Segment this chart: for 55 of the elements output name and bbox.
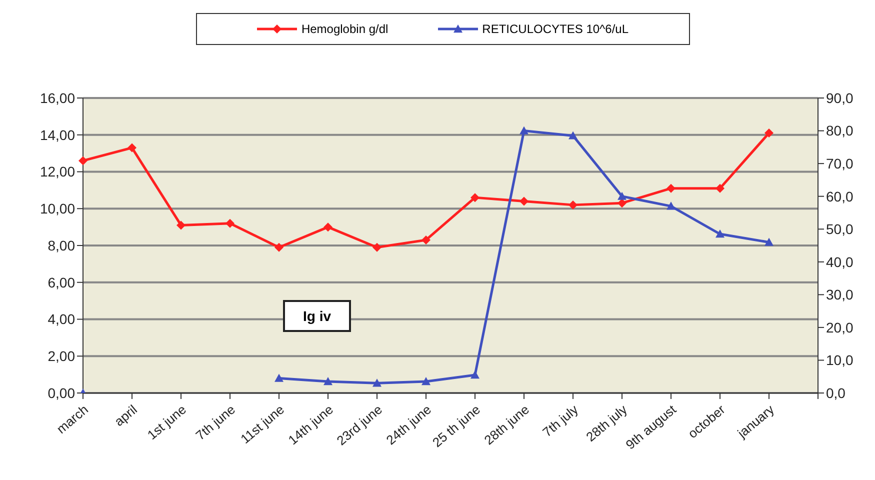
point: [764, 128, 774, 138]
y-tick-label: 14,00: [40, 126, 76, 143]
y2-tick-label: 70,0: [826, 156, 854, 172]
point: [568, 131, 578, 140]
x-tick-label: april: [111, 402, 140, 430]
y-tick-label: 4,00: [48, 311, 76, 328]
point: [716, 230, 724, 238]
y-tick-label: 12,00: [40, 164, 76, 180]
point: [520, 196, 528, 206]
legend-label: RETICULOCYTES 10^6/uL: [481, 22, 629, 36]
point: [128, 143, 136, 152]
point: [274, 242, 284, 252]
point: [176, 220, 186, 230]
y2-tick-label: 80,0: [826, 122, 854, 139]
y2-tick-label: 90,0: [826, 90, 854, 106]
point: [618, 192, 626, 200]
y-tick-label: 16,00: [40, 90, 76, 106]
y2-tick-label: 50,0: [826, 221, 854, 238]
point: [470, 370, 480, 379]
point: [422, 235, 430, 244]
y-tick-label: 2,00: [48, 348, 76, 364]
point: [78, 156, 88, 166]
y2-tick-label: 60,0: [826, 188, 854, 204]
point: [372, 242, 382, 252]
y2-tick-label: 20,0: [826, 319, 854, 336]
x-tick-label: 7th july: [540, 401, 582, 440]
x-tick-label: 11st june: [238, 402, 287, 447]
x-tick-label: 14th june: [285, 402, 336, 448]
point: [274, 374, 284, 382]
point: [226, 218, 234, 228]
point: [716, 184, 724, 193]
y2-tick-label: 0,0: [826, 384, 846, 401]
y-tick-label: 8,00: [48, 237, 76, 254]
point: [324, 222, 332, 232]
x-tick-label: 7th june: [192, 402, 238, 444]
y-tick-label: 10,00: [40, 200, 76, 217]
point: [666, 202, 676, 210]
point: [372, 378, 382, 387]
y2-tick-label: 30,0: [826, 286, 854, 303]
y2-tick-label: 40,0: [826, 254, 854, 270]
y2-tick-label: 10,0: [826, 352, 854, 368]
y-tick-label: 0,00: [48, 384, 76, 401]
point: [764, 238, 774, 246]
point: [422, 377, 430, 386]
legend-label: Hemoglobin g/dl: [300, 22, 388, 36]
x-tick-label: 1st june: [144, 402, 189, 443]
point: [666, 184, 676, 193]
point: [324, 377, 332, 386]
point: [618, 198, 626, 208]
point: [568, 200, 578, 210]
point: [470, 193, 480, 202]
point: [520, 126, 528, 134]
x-tick-label: 28th june: [481, 402, 532, 448]
y-tick-label: 6,00: [48, 274, 76, 290]
annotation: Ig iv: [283, 300, 352, 332]
